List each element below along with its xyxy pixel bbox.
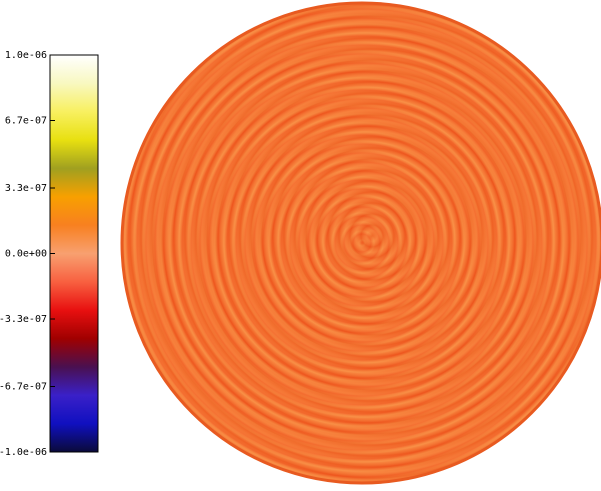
tick-label: 0.0e+00 (5, 249, 47, 260)
tick-label: -1.0e-06 (0, 447, 47, 458)
tick-label: -3.3e-07 (0, 314, 47, 325)
colorbar (49, 54, 99, 453)
disk-edge (120, 1, 601, 485)
tick-label: -6.7e-07 (0, 381, 47, 392)
tick-label: 1.0e-06 (5, 50, 47, 61)
tick-label: 6.7e-07 (5, 116, 47, 127)
tick-label: 3.3e-07 (5, 183, 47, 194)
field-disk (122, 3, 601, 483)
